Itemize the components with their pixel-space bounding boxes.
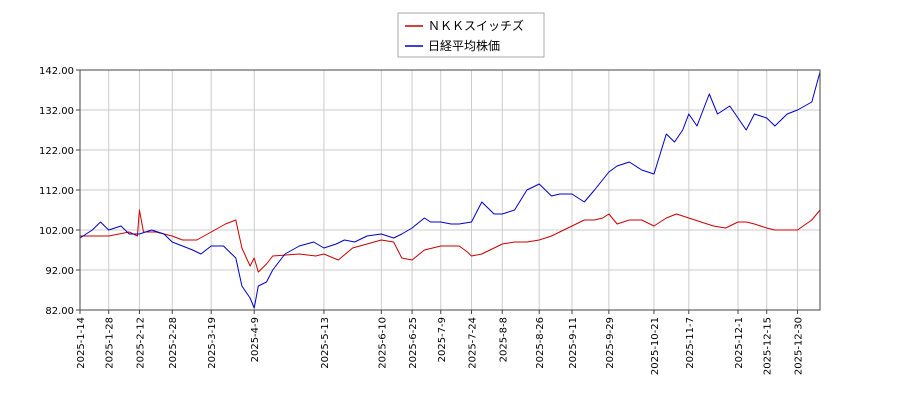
series-layer xyxy=(79,71,821,309)
plot-frame xyxy=(79,69,821,311)
x-tick-label: 2025-12-30 xyxy=(793,317,804,375)
x-tick-label: 2025-5-13 xyxy=(320,317,331,369)
y-tick-label: 92.00 xyxy=(45,266,74,277)
x-tick-label: 2025-3-19 xyxy=(207,317,218,369)
legend-label-nikkei: 日経平均株価 xyxy=(428,38,500,53)
y-axis: 142.00 132.00 122.00 112.00 102.00 92.00 82.00 xyxy=(39,66,80,317)
series-line-nikkei xyxy=(79,71,821,309)
y-tick-label: 112.00 xyxy=(39,186,74,197)
y-tick-label: 102.00 xyxy=(39,226,74,237)
x-tick-label: 2025-10-21 xyxy=(650,317,661,375)
x-tick-label: 2025-8-26 xyxy=(535,317,546,369)
legend-label-nkk: ＮＫＫスイッチズ xyxy=(428,18,524,33)
legend: ＮＫＫスイッチズ 日経平均株価 xyxy=(397,12,545,58)
y-tick-label: 122.00 xyxy=(39,146,74,157)
y-tick-label: 82.00 xyxy=(45,306,74,317)
x-tick-label: 2025-11-7 xyxy=(685,317,696,369)
x-tick-label: 2025-12-15 xyxy=(763,317,774,375)
series-line-nkk xyxy=(80,209,821,273)
x-axis: 2025-1-14 2025-1-28 2025-2-12 2025-2-28 2025… xyxy=(76,310,804,375)
x-tick-label: 2025-8-8 xyxy=(498,317,509,362)
x-tick-label: 2025-1-14 xyxy=(76,317,87,369)
x-tick-label: 2025-9-29 xyxy=(605,317,616,369)
x-tick-label: 2025-9-11 xyxy=(568,317,579,369)
x-tick-label: 2025-12-1 xyxy=(734,317,745,369)
x-tick-label: 2025-7-24 xyxy=(468,317,479,369)
x-tick-label: 2025-7-9 xyxy=(437,317,448,362)
x-tick-label: 2025-4-9 xyxy=(250,317,261,362)
y-tick-label: 142.00 xyxy=(39,66,74,77)
legend-box xyxy=(397,12,545,58)
y-tick-label: 132.00 xyxy=(39,106,74,117)
x-tick-label: 2025-2-28 xyxy=(168,317,179,369)
x-tick-label: 2025-1-28 xyxy=(105,317,116,369)
x-tick-label: 2025-6-25 xyxy=(408,317,419,369)
x-tick-label: 2025-2-12 xyxy=(135,317,146,369)
x-tick-label: 2025-6-10 xyxy=(377,317,388,369)
